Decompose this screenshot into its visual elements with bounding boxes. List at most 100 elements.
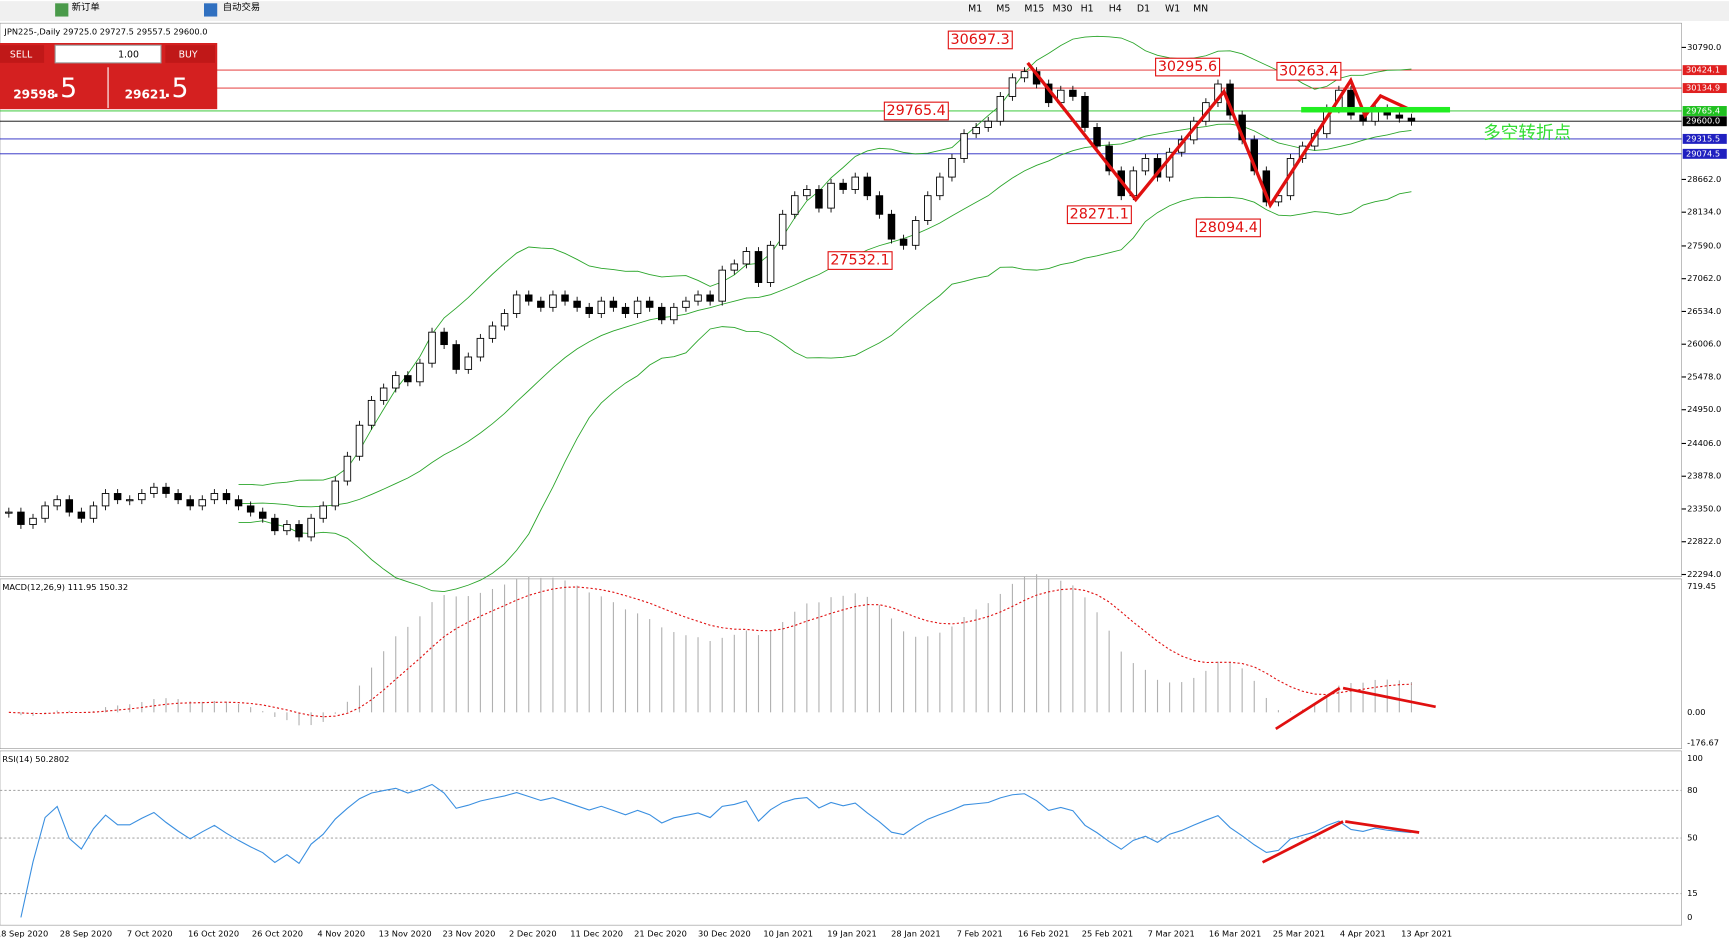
price-annotation: 27532.1 <box>830 253 889 269</box>
candle <box>1081 95 1089 128</box>
timeframe-button[interactable]: W1 <box>1165 3 1180 14</box>
auto-trade-icon[interactable] <box>203 3 218 17</box>
candle <box>525 294 533 302</box>
price-tag <box>1682 116 1727 127</box>
macd-arrow <box>1275 686 1341 731</box>
y-tick-label: 30790.0 <box>1687 42 1721 52</box>
timeframe-button[interactable]: D1 <box>1137 3 1150 14</box>
candle <box>428 331 436 364</box>
candle <box>319 505 327 519</box>
candle <box>791 195 799 215</box>
candle <box>561 294 569 302</box>
y-tick-label: 22294.0 <box>1687 569 1721 579</box>
toolbar <box>0 1 1729 21</box>
candle <box>730 263 739 271</box>
candle <box>645 300 654 308</box>
sell-price-fraction[interactable]: .5 <box>52 73 77 104</box>
candle <box>440 331 448 346</box>
date-label: 28 Sep 2020 <box>60 928 112 938</box>
date-label: 7 Feb 2021 <box>957 928 1003 938</box>
rsi-arrow <box>1261 820 1344 864</box>
y-tick-label: 27590.0 <box>1687 240 1721 250</box>
candle <box>452 344 460 370</box>
candle <box>331 480 340 507</box>
price-annotation-box <box>947 30 1013 50</box>
sell-label[interactable]: SELL <box>10 50 33 61</box>
y-tick-label: 23878.0 <box>1687 471 1721 481</box>
date-label: 16 Oct 2020 <box>188 928 239 938</box>
candle <box>754 251 763 283</box>
candle <box>222 493 231 501</box>
candle <box>210 493 219 501</box>
timeframe-button[interactable]: H4 <box>1109 3 1122 14</box>
price-tag <box>1682 106 1727 116</box>
price-tag <box>1682 133 1727 144</box>
candle <box>960 133 968 159</box>
candle <box>863 176 872 197</box>
candle <box>125 499 134 502</box>
price-tag-label: 29074.5 <box>1686 148 1720 158</box>
candle <box>41 505 49 519</box>
timeframe-button[interactable]: M15 <box>1024 3 1044 14</box>
rsi-tick-label: 0 <box>1687 912 1692 922</box>
new-order-button[interactable]: 新订单 <box>72 1 100 13</box>
date-label: 11 Dec 2020 <box>570 928 623 938</box>
price-annotation: 28271.1 <box>1070 207 1129 223</box>
macd-tick-label: 0.00 <box>1687 707 1705 717</box>
new-order-icon[interactable] <box>55 3 69 17</box>
candle <box>1347 89 1355 116</box>
rsi-title: RSI(14) 50.2802 <box>2 754 69 764</box>
buy-price[interactable]: 29621 <box>125 87 167 101</box>
candle <box>113 493 122 501</box>
price-tag-label: 29765.4 <box>1686 105 1720 115</box>
main-chart <box>0 22 1682 577</box>
date-label: 23 Nov 2020 <box>442 928 495 938</box>
y-tick-label: 23350.0 <box>1687 503 1721 513</box>
date-label: 13 Apr 2021 <box>1401 928 1452 938</box>
bollinger-band <box>238 123 1412 508</box>
candle <box>283 524 291 532</box>
buy-price-fraction[interactable]: .5 <box>163 73 188 104</box>
candle <box>77 511 86 519</box>
candle <box>1069 89 1077 97</box>
date-label: 19 Jan 2021 <box>827 928 877 938</box>
date-label: 13 Nov 2020 <box>379 928 432 938</box>
sell-button[interactable] <box>0 45 45 63</box>
candle <box>416 362 424 383</box>
timeframe-button[interactable]: H1 <box>1081 3 1094 14</box>
buy-button[interactable] <box>165 45 216 63</box>
buy-label[interactable]: BUY <box>179 50 198 61</box>
price-annotation-box <box>1195 218 1261 238</box>
macd-signal <box>8 586 1412 718</box>
candle <box>512 294 521 315</box>
candle <box>295 524 303 538</box>
timeframe-button[interactable]: M1 <box>968 3 982 14</box>
candle <box>875 195 884 215</box>
candle <box>742 251 751 265</box>
candle <box>65 499 74 513</box>
timeframe-button[interactable]: MN <box>1193 3 1208 14</box>
date-label: 28 Jan 2021 <box>891 928 941 938</box>
lot-input[interactable] <box>54 44 162 64</box>
y-tick-label: 24406.0 <box>1687 438 1721 448</box>
y-tick-label: 26534.0 <box>1687 306 1721 316</box>
lot-value[interactable]: 1.00 <box>118 50 139 61</box>
candle <box>984 120 992 128</box>
candle <box>718 269 726 302</box>
candle <box>379 387 388 401</box>
candle <box>150 486 158 494</box>
timeframe-button[interactable]: M30 <box>1053 3 1073 14</box>
timeframe-button[interactable]: M5 <box>996 3 1010 14</box>
candle <box>621 306 630 315</box>
candle <box>29 517 37 525</box>
price-tag-label: 30424.1 <box>1686 65 1720 75</box>
date-label: 7 Mar 2021 <box>1148 928 1195 938</box>
sell-price[interactable]: 29598 <box>13 87 55 101</box>
price-annotation-box <box>883 101 949 121</box>
auto-trade-button[interactable]: 自动交易 <box>223 1 260 13</box>
date-label: 25 Mar 2021 <box>1273 928 1325 938</box>
candle <box>162 486 170 494</box>
candle <box>464 356 473 370</box>
rsi-line <box>20 783 1412 918</box>
